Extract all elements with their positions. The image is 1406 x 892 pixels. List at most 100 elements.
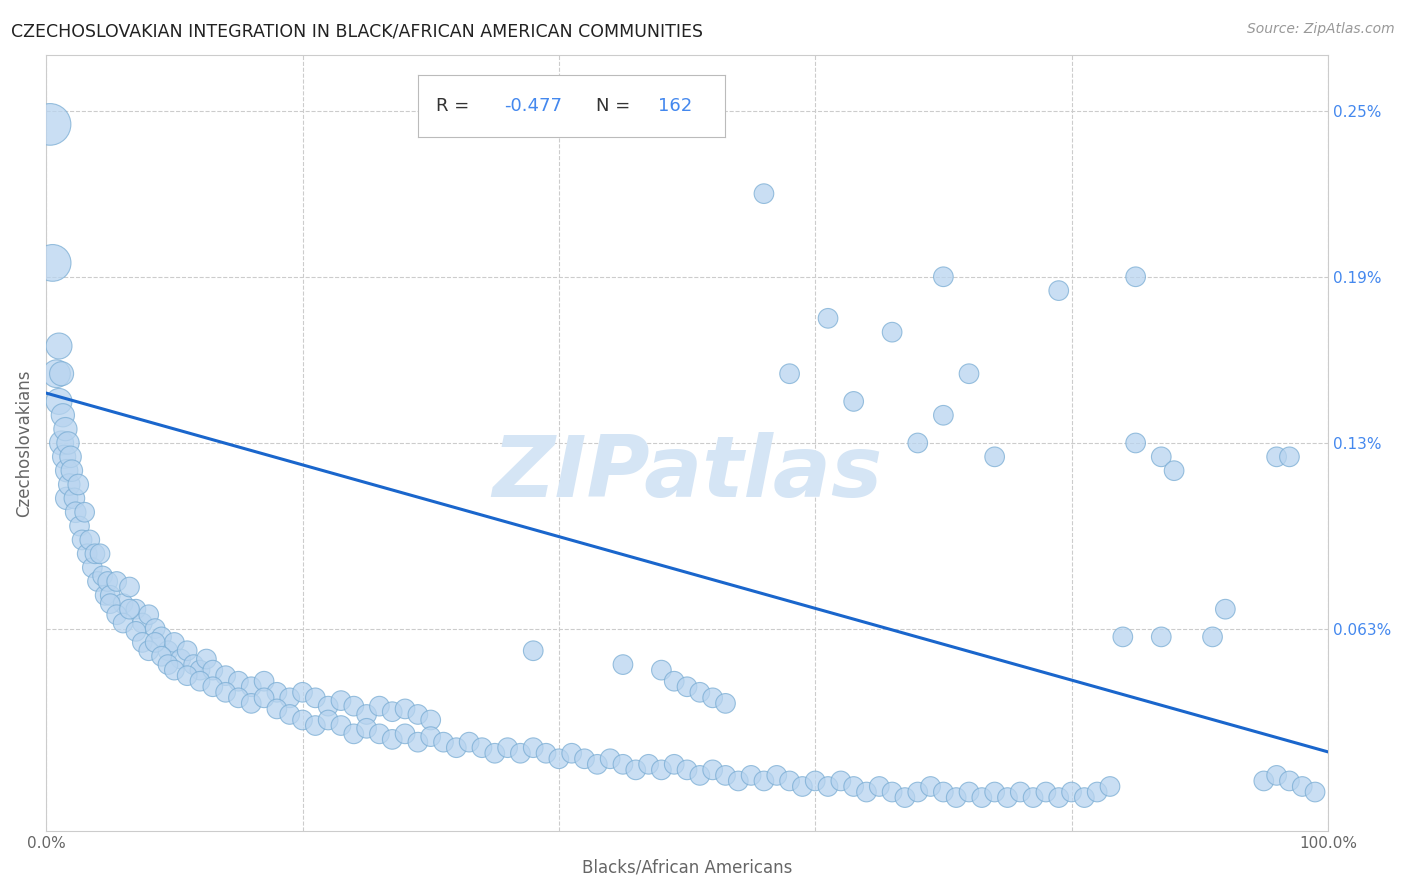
Point — [97, 574, 120, 589]
Point — [89, 547, 111, 561]
Point — [1163, 464, 1185, 478]
Point — [446, 740, 468, 755]
Point — [957, 367, 980, 381]
Point — [945, 790, 967, 805]
Point — [419, 730, 441, 744]
Point — [73, 505, 96, 519]
Point — [804, 773, 827, 788]
Point — [1085, 785, 1108, 799]
Point — [70, 533, 93, 547]
Point — [394, 702, 416, 716]
Point — [624, 763, 647, 777]
Point — [112, 597, 135, 611]
Point — [118, 580, 141, 594]
Point — [1112, 630, 1135, 644]
Point — [394, 727, 416, 741]
Point — [63, 491, 86, 506]
Point — [612, 757, 634, 772]
Point — [957, 785, 980, 799]
Point — [163, 663, 186, 677]
Point — [48, 339, 70, 353]
Text: Source: ZipAtlas.com: Source: ZipAtlas.com — [1247, 22, 1395, 37]
Point — [496, 740, 519, 755]
Point — [67, 477, 90, 491]
Point — [1278, 773, 1301, 788]
Point — [714, 697, 737, 711]
Point — [41, 256, 63, 270]
Point — [471, 740, 494, 755]
Point — [1047, 284, 1070, 298]
Point — [381, 732, 404, 747]
Point — [842, 394, 865, 409]
Point — [1278, 450, 1301, 464]
Point — [368, 699, 391, 714]
Point — [82, 560, 104, 574]
Point — [574, 752, 596, 766]
Point — [599, 752, 621, 766]
Point — [1201, 630, 1223, 644]
Point — [970, 790, 993, 805]
Point — [458, 735, 481, 749]
Point — [214, 668, 236, 682]
Point — [779, 367, 801, 381]
X-axis label: Blacks/African Americans: Blacks/African Americans — [582, 859, 792, 877]
Point — [150, 649, 173, 664]
Point — [752, 186, 775, 201]
Point — [1150, 450, 1173, 464]
Point — [112, 615, 135, 630]
Point — [65, 505, 87, 519]
Point — [266, 702, 288, 716]
Point — [156, 644, 179, 658]
Point — [195, 652, 218, 666]
Point — [316, 713, 339, 727]
Point — [547, 752, 569, 766]
Point — [997, 790, 1019, 805]
Point — [689, 685, 711, 699]
Point — [58, 477, 80, 491]
Point — [1303, 785, 1326, 799]
Point — [368, 727, 391, 741]
Point — [51, 367, 73, 381]
Point — [932, 269, 955, 284]
Point — [920, 780, 942, 794]
Point — [406, 735, 429, 749]
Point — [983, 450, 1005, 464]
Point — [176, 644, 198, 658]
Point — [1010, 785, 1032, 799]
Point — [48, 394, 70, 409]
Point — [183, 657, 205, 672]
Point — [702, 763, 724, 777]
Point — [1125, 436, 1147, 450]
Point — [55, 422, 77, 436]
Point — [150, 630, 173, 644]
Point — [266, 685, 288, 699]
Point — [586, 757, 609, 772]
Point — [484, 746, 506, 760]
Point — [1035, 785, 1057, 799]
Point — [882, 325, 904, 339]
Point — [561, 746, 583, 760]
Point — [330, 718, 353, 732]
Point — [98, 588, 121, 602]
Point — [188, 674, 211, 689]
Text: ZIPatlas: ZIPatlas — [492, 433, 882, 516]
Point — [855, 785, 877, 799]
Point — [932, 409, 955, 423]
Point — [356, 707, 378, 722]
Point — [143, 635, 166, 649]
Point — [817, 311, 839, 326]
Point — [94, 588, 117, 602]
Point — [1291, 780, 1313, 794]
Point — [316, 699, 339, 714]
Point — [907, 785, 929, 799]
Point — [291, 685, 314, 699]
Point — [51, 436, 73, 450]
Point — [278, 707, 301, 722]
Point — [176, 668, 198, 682]
Point — [79, 533, 101, 547]
Point — [432, 735, 454, 749]
Point — [419, 713, 441, 727]
Point — [1253, 773, 1275, 788]
Point — [817, 780, 839, 794]
Point — [45, 367, 67, 381]
